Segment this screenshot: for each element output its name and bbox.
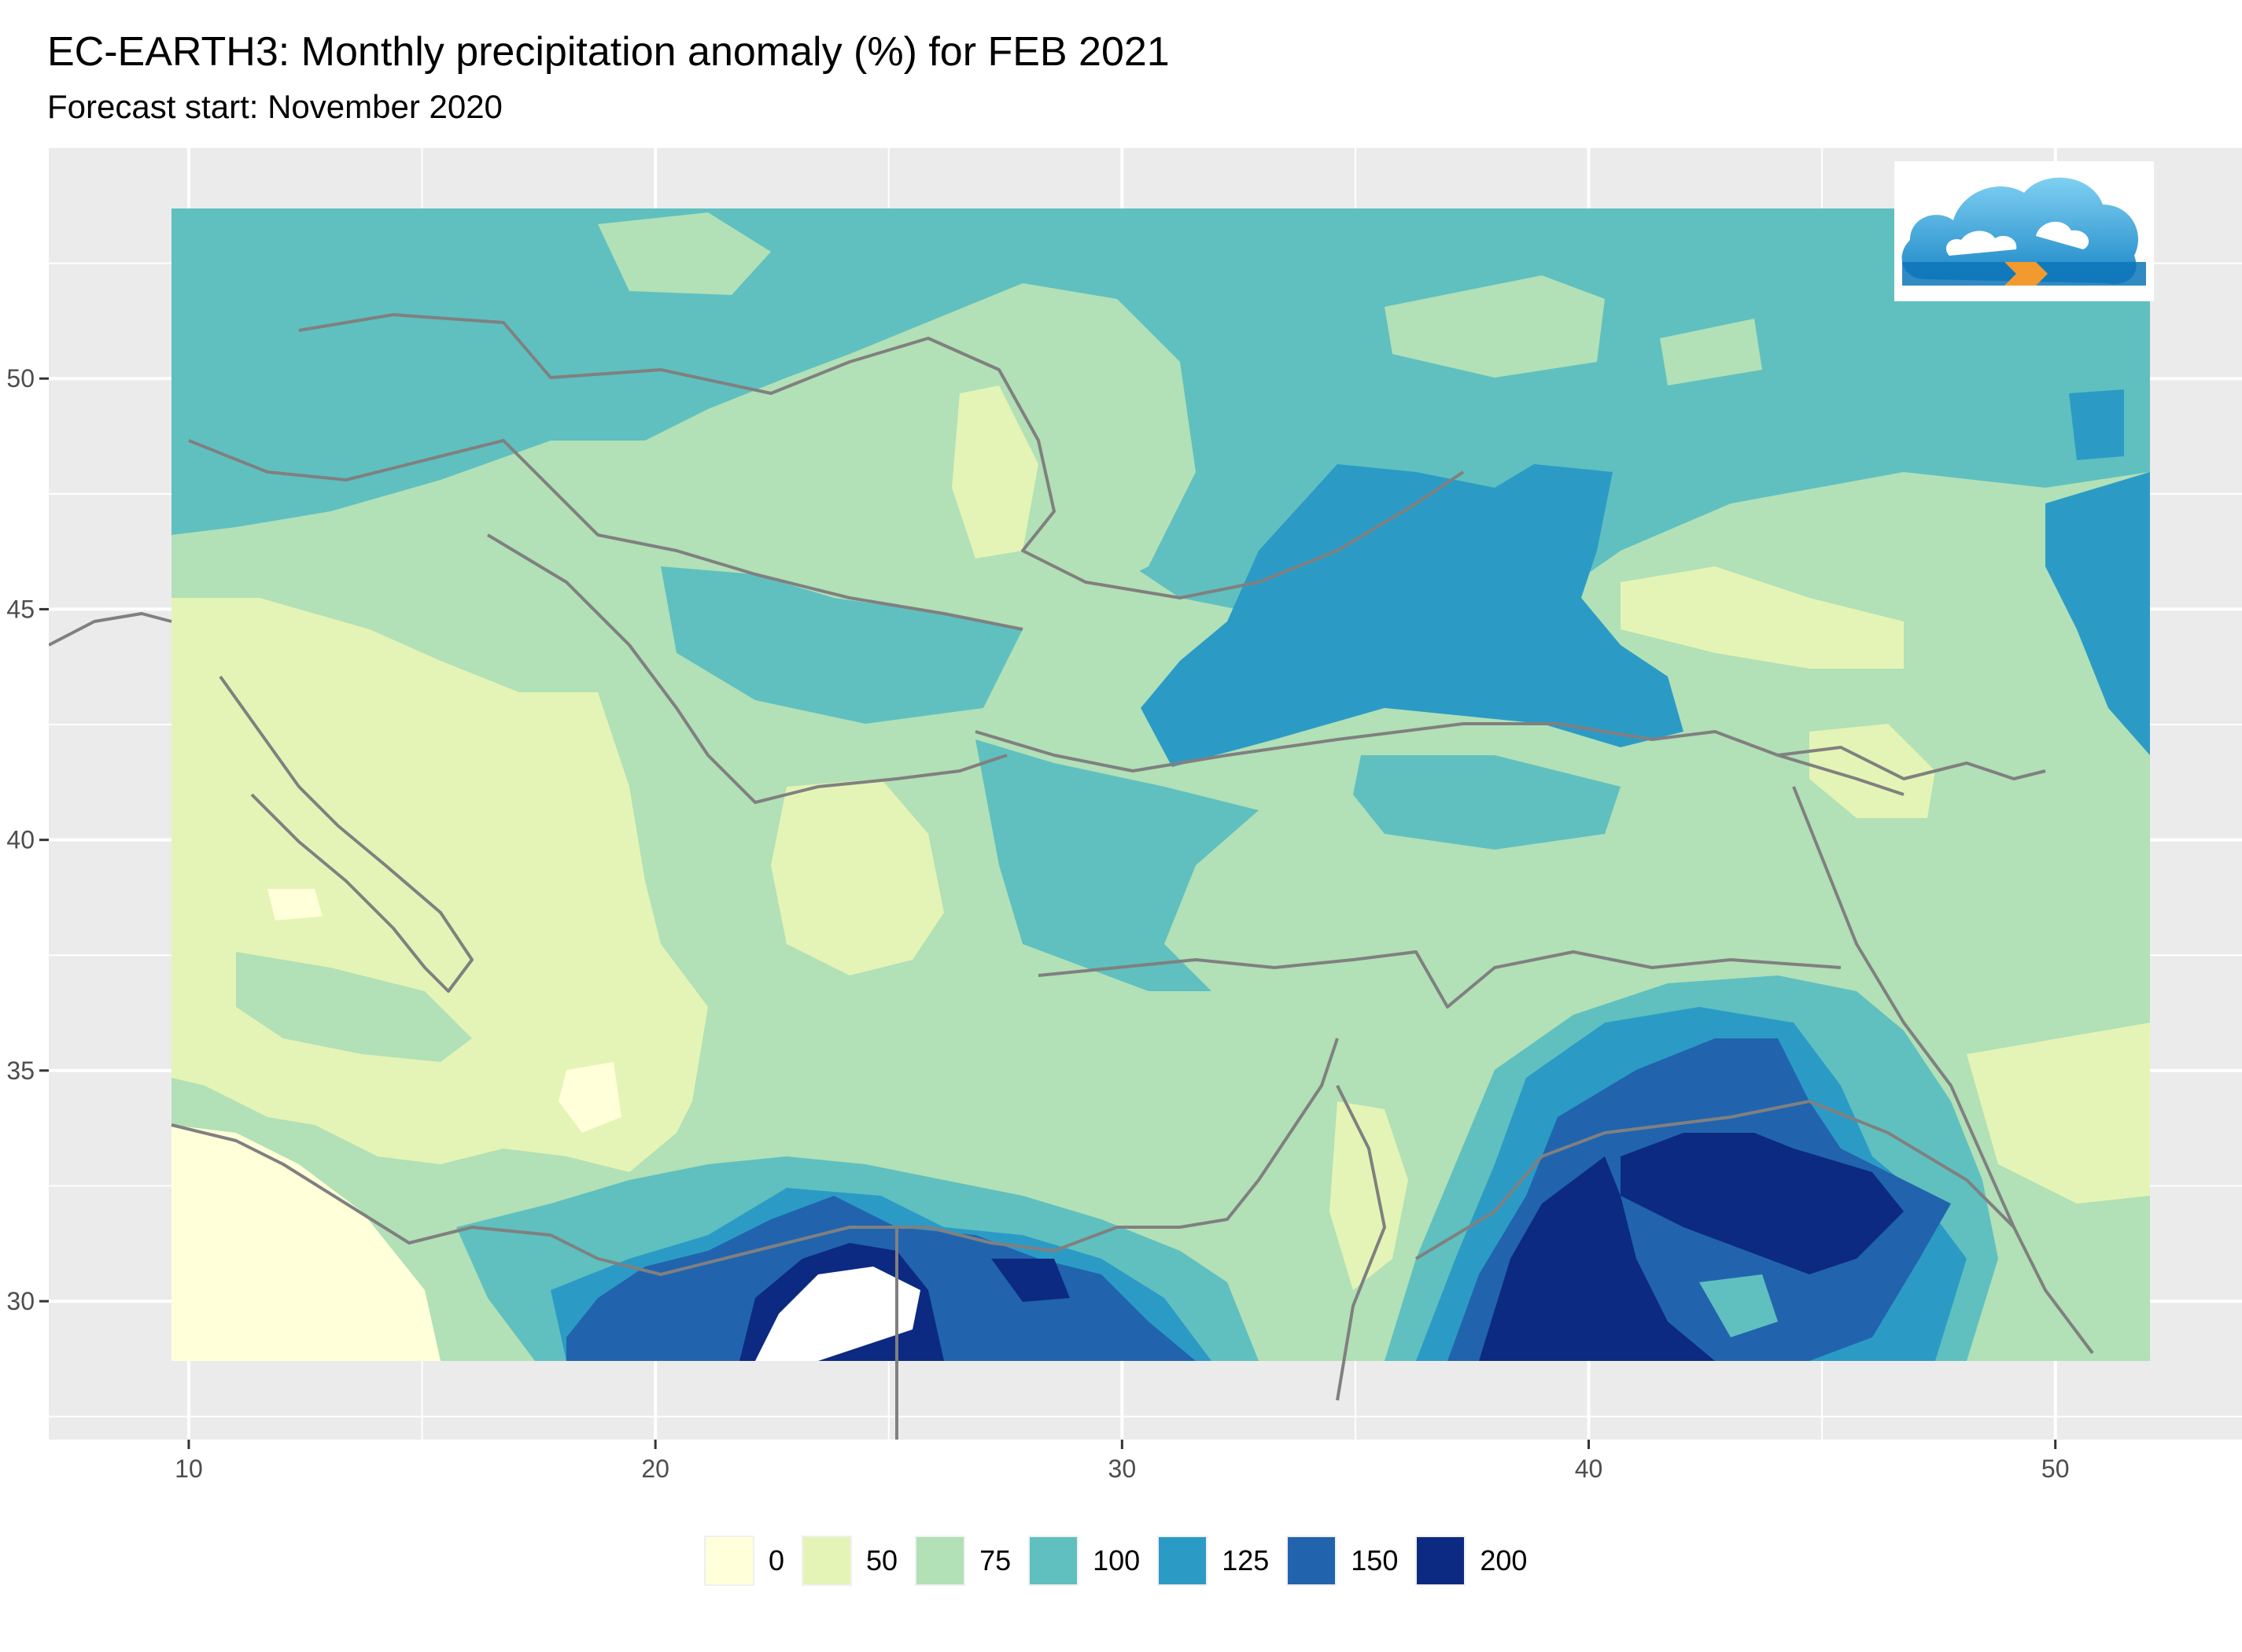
y-tick-label: 40 xyxy=(6,826,35,854)
legend-item: 125 xyxy=(1157,1536,1269,1586)
legend: 0 50 75 100 125 150 200 xyxy=(704,1536,1544,1586)
x-tick-label: 30 xyxy=(1108,1455,1137,1483)
anomaly-region-50-caucasus xyxy=(1621,566,1904,669)
anomaly-region-200-arabia xyxy=(1479,1156,1715,1361)
border-arabia xyxy=(1414,1100,2015,1260)
anomaly-region-50-levant xyxy=(1329,1101,1408,1290)
anomaly-region-200-egypt-east xyxy=(991,1259,1070,1302)
anomaly-region-75-north xyxy=(598,212,771,295)
anomaly-region-0-libya xyxy=(171,1125,441,1361)
legend-item: 75 xyxy=(915,1536,1011,1586)
border-iraq-iran xyxy=(1792,786,2094,1355)
legend-swatch xyxy=(1415,1536,1466,1586)
legend-swatch xyxy=(1028,1536,1079,1586)
y-tick-label: 45 xyxy=(6,595,35,623)
anomaly-region-125-caucasus xyxy=(2045,472,2150,755)
x-tick-label: 50 xyxy=(2041,1455,2070,1483)
border-balkan xyxy=(486,533,1008,804)
legend-swatch xyxy=(1286,1536,1337,1586)
x-tick-label: 20 xyxy=(641,1455,669,1483)
map-subtitle: Forecast start: November 2020 xyxy=(47,88,503,125)
border-turkey-north xyxy=(975,722,1905,796)
y-axis: 50 45 40 35 30 xyxy=(6,364,49,1315)
border-central xyxy=(188,439,1023,631)
anomaly-region-0-ionian xyxy=(559,1062,621,1133)
x-tick-label: 10 xyxy=(175,1455,203,1483)
cloud-logo-icon xyxy=(1894,161,2154,301)
anomaly-region-50-greece xyxy=(771,779,944,975)
legend-label: 75 xyxy=(979,1544,1012,1576)
legend-label: 50 xyxy=(866,1544,898,1576)
legend-label: 100 xyxy=(1093,1544,1141,1576)
x-tick-label: 40 xyxy=(1575,1455,1603,1483)
legend-item: 150 xyxy=(1286,1536,1398,1586)
legend-swatch xyxy=(802,1536,853,1586)
anomaly-region-200-iraq xyxy=(1621,1133,1904,1274)
y-tick-label: 50 xyxy=(6,364,35,393)
no-data-region xyxy=(755,1267,920,1361)
anomaly-region-125-blacksea xyxy=(1141,464,1683,767)
anomaly-region-100-danube xyxy=(661,566,1023,724)
legend-swatch xyxy=(704,1536,754,1586)
legend-swatch xyxy=(1157,1536,1208,1586)
border-north xyxy=(298,313,1465,599)
anomaly-region-75-tunisia xyxy=(236,952,472,1062)
border-turkey-south xyxy=(1038,950,1842,1009)
legend-item: 100 xyxy=(1028,1536,1140,1586)
legend-label: 125 xyxy=(1222,1544,1270,1576)
y-tick-label: 30 xyxy=(6,1287,35,1315)
anomaly-region-0-sicily xyxy=(267,889,323,920)
border-africa-coast xyxy=(171,1038,1339,1276)
y-tick-label: 35 xyxy=(6,1056,35,1085)
x-axis: 10 20 30 40 50 xyxy=(175,1440,2070,1483)
border-sinai xyxy=(1336,1085,1386,1401)
anomaly-region-75-ukraine xyxy=(1385,275,1605,378)
anomaly-region-50-gulf xyxy=(1967,1023,2150,1204)
legend-swatch xyxy=(915,1536,966,1586)
map-title: EC-EARTH3: Monthly precipitation anomaly… xyxy=(47,29,1170,75)
anomaly-region-50-moldova xyxy=(952,385,1038,559)
anomaly-region-100-gulf-inlet xyxy=(1699,1274,1778,1337)
anomaly-field xyxy=(171,208,2150,1361)
border-west-coast xyxy=(49,612,172,647)
anomaly-region-100-anatolia xyxy=(1353,755,1621,850)
border-italy xyxy=(219,675,474,993)
legend-item: 0 xyxy=(704,1536,784,1586)
legend-label: 0 xyxy=(769,1544,785,1576)
border-caucasus xyxy=(1777,746,2046,780)
country-borders xyxy=(49,313,2094,1440)
legend-item: 200 xyxy=(1415,1536,1527,1586)
legend-item: 50 xyxy=(802,1536,898,1586)
legend-label: 200 xyxy=(1480,1544,1528,1576)
legend-label: 150 xyxy=(1351,1544,1399,1576)
anomaly-region-100-aegean xyxy=(975,739,1259,991)
anomaly-region-125-north xyxy=(2069,389,2124,460)
anomaly-region-75-east xyxy=(1660,319,1762,385)
